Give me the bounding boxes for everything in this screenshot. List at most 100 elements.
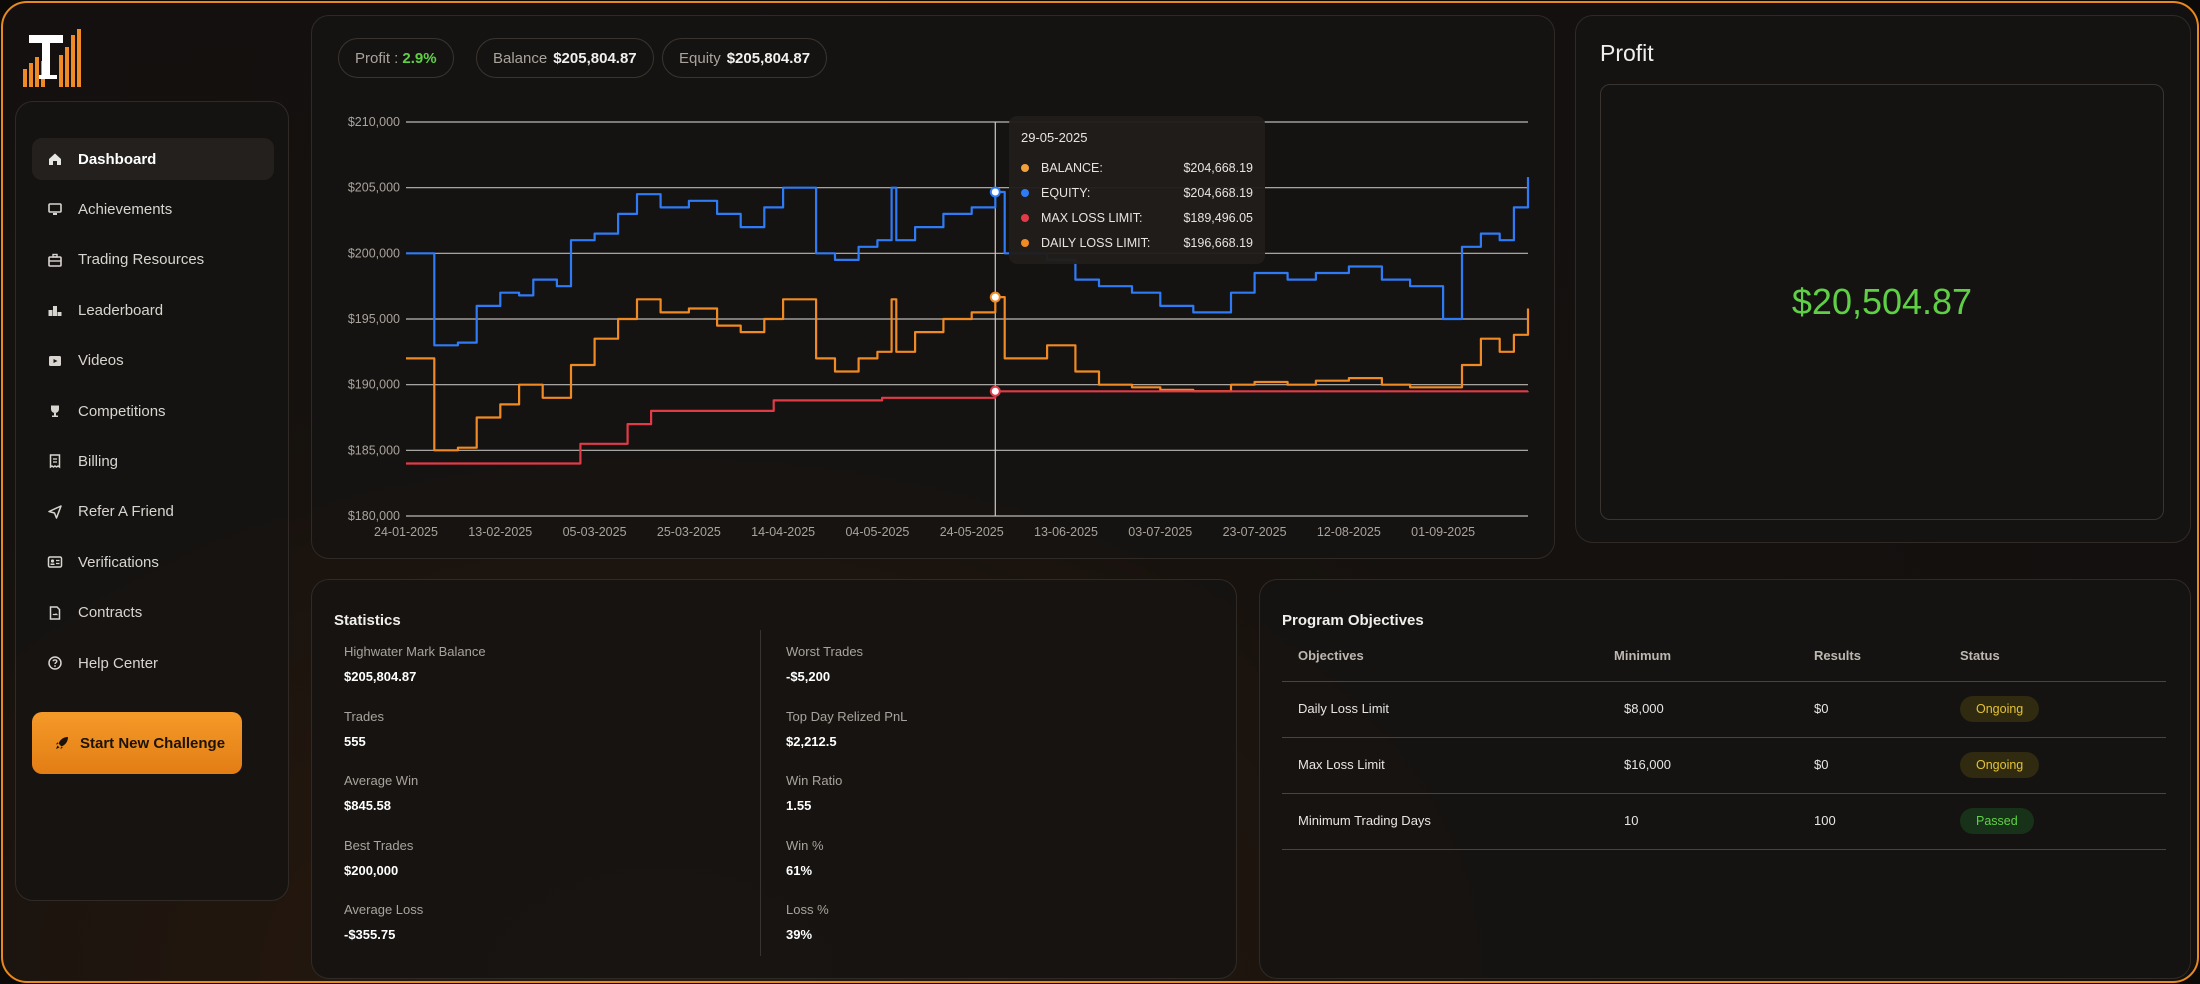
stat-label: Best Trades: [344, 837, 414, 853]
tooltip-dot: [1021, 188, 1029, 197]
x-tick-label: 13-02-2025: [468, 525, 532, 539]
start-new-challenge-button[interactable]: Start New Challenge: [32, 712, 242, 774]
sidebar-item-label: Verifications: [78, 553, 159, 571]
crosshair-point: [989, 291, 1001, 303]
sidebar-item-competitions[interactable]: Competitions: [32, 390, 274, 432]
tooltip-label: DAILY LOSS LIMIT:: [1041, 235, 1151, 250]
stat-label: Win %: [786, 837, 824, 853]
x-tick-label: 13-06-2025: [1034, 525, 1098, 539]
stat-label: Loss %: [786, 902, 829, 917]
statistics-panel: Statistics Highwater Mark Balance $205,80…: [311, 579, 1237, 979]
chart-panel: Profit : 2.9% Balance $205,804.87 Equity…: [311, 15, 1555, 559]
tooltip-value: $204,668.19: [1183, 185, 1253, 200]
statistics-divider: [760, 630, 761, 956]
sidebar-item-label: Refer A Friend: [78, 503, 174, 521]
status-badge: Ongoing: [1960, 696, 2040, 722]
x-tick-label: 04-05-2025: [845, 525, 909, 539]
stat-item: Best Trades $200,000: [344, 838, 413, 878]
objective-result: $0: [1814, 701, 1829, 716]
x-tick-label: 23-07-2025: [1223, 525, 1287, 539]
objective-minimum: 10: [1624, 813, 1639, 828]
y-tick-label: $200,000: [348, 246, 400, 260]
sidebar-item-label: Dashboard: [78, 150, 157, 168]
help-icon: [44, 652, 66, 674]
podium-icon: [44, 299, 66, 321]
start-new-challenge-label: Start New Challenge: [80, 734, 226, 752]
contract-icon: [44, 602, 66, 624]
sidebar-item-label: Contracts: [78, 604, 143, 622]
stat-label: Top Day Relized PnL: [786, 708, 908, 724]
sidebar-item-billing[interactable]: Billing: [32, 440, 274, 482]
stat-item: Top Day Relized PnL $2,212.5: [786, 709, 907, 749]
sidebar-item-trading-resources[interactable]: Trading Resources: [32, 239, 274, 281]
sidebar-item-refer-a-friend[interactable]: Refer A Friend: [32, 491, 274, 533]
x-tick-label: 12-08-2025: [1317, 525, 1381, 539]
sidebar-item-videos[interactable]: Videos: [32, 340, 274, 382]
stat-item: Worst Trades -$5,200: [786, 644, 863, 684]
objectives-header-objectives: Objectives: [1298, 648, 1364, 663]
objective-name: Minimum Trading Days: [1298, 813, 1431, 828]
x-tick-label: 14-04-2025: [751, 525, 815, 539]
stat-item: Win Ratio 1.55: [786, 773, 842, 813]
balance-equity-chart[interactable]: $210,000 $205,000 $200,000 $195,000 $190,000…: [312, 16, 1556, 560]
y-tick-label: $190,000: [348, 378, 400, 392]
sidebar-item-label: Trading Resources: [78, 251, 205, 269]
stat-value: 555: [344, 733, 366, 749]
sidebar-item-dashboard[interactable]: Dashboard: [32, 138, 274, 180]
y-tick-label: $210,000: [348, 115, 400, 129]
balance-pill: Balance $205,804.87: [476, 38, 654, 78]
receipt-icon: [44, 450, 66, 472]
stat-value: $205,804.87: [344, 669, 417, 684]
sidebar-item-label: Billing: [78, 452, 119, 470]
balance-pill-label: Balance: [493, 49, 548, 67]
stat-item: Trades 555: [344, 709, 384, 749]
x-tick-label: 25-03-2025: [657, 525, 721, 539]
chart-tooltip: 29-05-2025 BALANCE: $204,668.19 EQUITY: $20…: [1009, 116, 1265, 264]
sidebar-item-help-center[interactable]: Help Center: [32, 642, 274, 684]
profit-pill-label: Profit :: [355, 49, 399, 67]
home-icon: [44, 148, 66, 170]
tooltip-value: $204,668.19: [1183, 160, 1253, 175]
tooltip-row: MAX LOSS LIMIT: $189,496.05: [1021, 205, 1253, 230]
sidebar-item-label: Help Center: [78, 654, 159, 672]
x-tick-label: 24-05-2025: [940, 525, 1004, 539]
equity-pill-label: Equity: [679, 49, 721, 67]
sidebar-item-label: Videos: [78, 352, 124, 370]
series-line-2: [406, 390, 1530, 465]
stat-value: -$355.75: [344, 927, 396, 942]
stat-item: Win % 61%: [786, 838, 824, 878]
video-icon: [44, 350, 66, 372]
monitor-icon: [44, 198, 66, 220]
objectives-header-minimum: Minimum: [1614, 648, 1672, 663]
brand-logo-icon: [23, 29, 81, 87]
objectives-panel: Program Objectives Objectives Minimum Resu…: [1259, 579, 2191, 979]
x-tick-label: 03-07-2025: [1128, 525, 1192, 539]
objectives-row-divider: [1282, 681, 2166, 682]
objectives-row-divider: [1282, 793, 2166, 794]
sidebar-item-contracts[interactable]: Contracts: [32, 592, 274, 634]
rocket-icon: [54, 735, 70, 751]
stat-value: 39%: [786, 927, 813, 942]
sidebar-item-label: Competitions: [78, 402, 166, 420]
tooltip-row: BALANCE: $204,668.19: [1021, 155, 1253, 180]
profit-panel: Profit $20,504.87: [1575, 15, 2191, 543]
statistics-title: Statistics: [334, 612, 401, 629]
crosshair-point: [989, 186, 1001, 198]
sidebar-item-verifications[interactable]: Verifications: [32, 541, 274, 583]
profit-card-value: $20,504.87: [1791, 281, 1973, 322]
objective-result: 100: [1814, 813, 1836, 828]
sidebar-item-achievements[interactable]: Achievements: [32, 188, 274, 230]
tooltip-label: MAX LOSS LIMIT:: [1041, 210, 1143, 225]
stat-label: Worst Trades: [786, 644, 864, 659]
stat-value: 1.55: [786, 798, 812, 813]
objectives-header-status: Status: [1960, 648, 2000, 663]
tooltip-row: EQUITY: $204,668.19: [1021, 180, 1253, 205]
y-tick-label: $195,000: [348, 312, 400, 326]
tooltip-dot: [1021, 163, 1029, 172]
stat-label: Trades: [344, 708, 384, 724]
sidebar-item-leaderboard[interactable]: Leaderboard: [32, 289, 274, 331]
stat-label: Average Win: [344, 773, 419, 788]
sidebar-item-label: Leaderboard: [78, 301, 164, 319]
x-tick-label: 01-09-2025: [1411, 525, 1475, 539]
